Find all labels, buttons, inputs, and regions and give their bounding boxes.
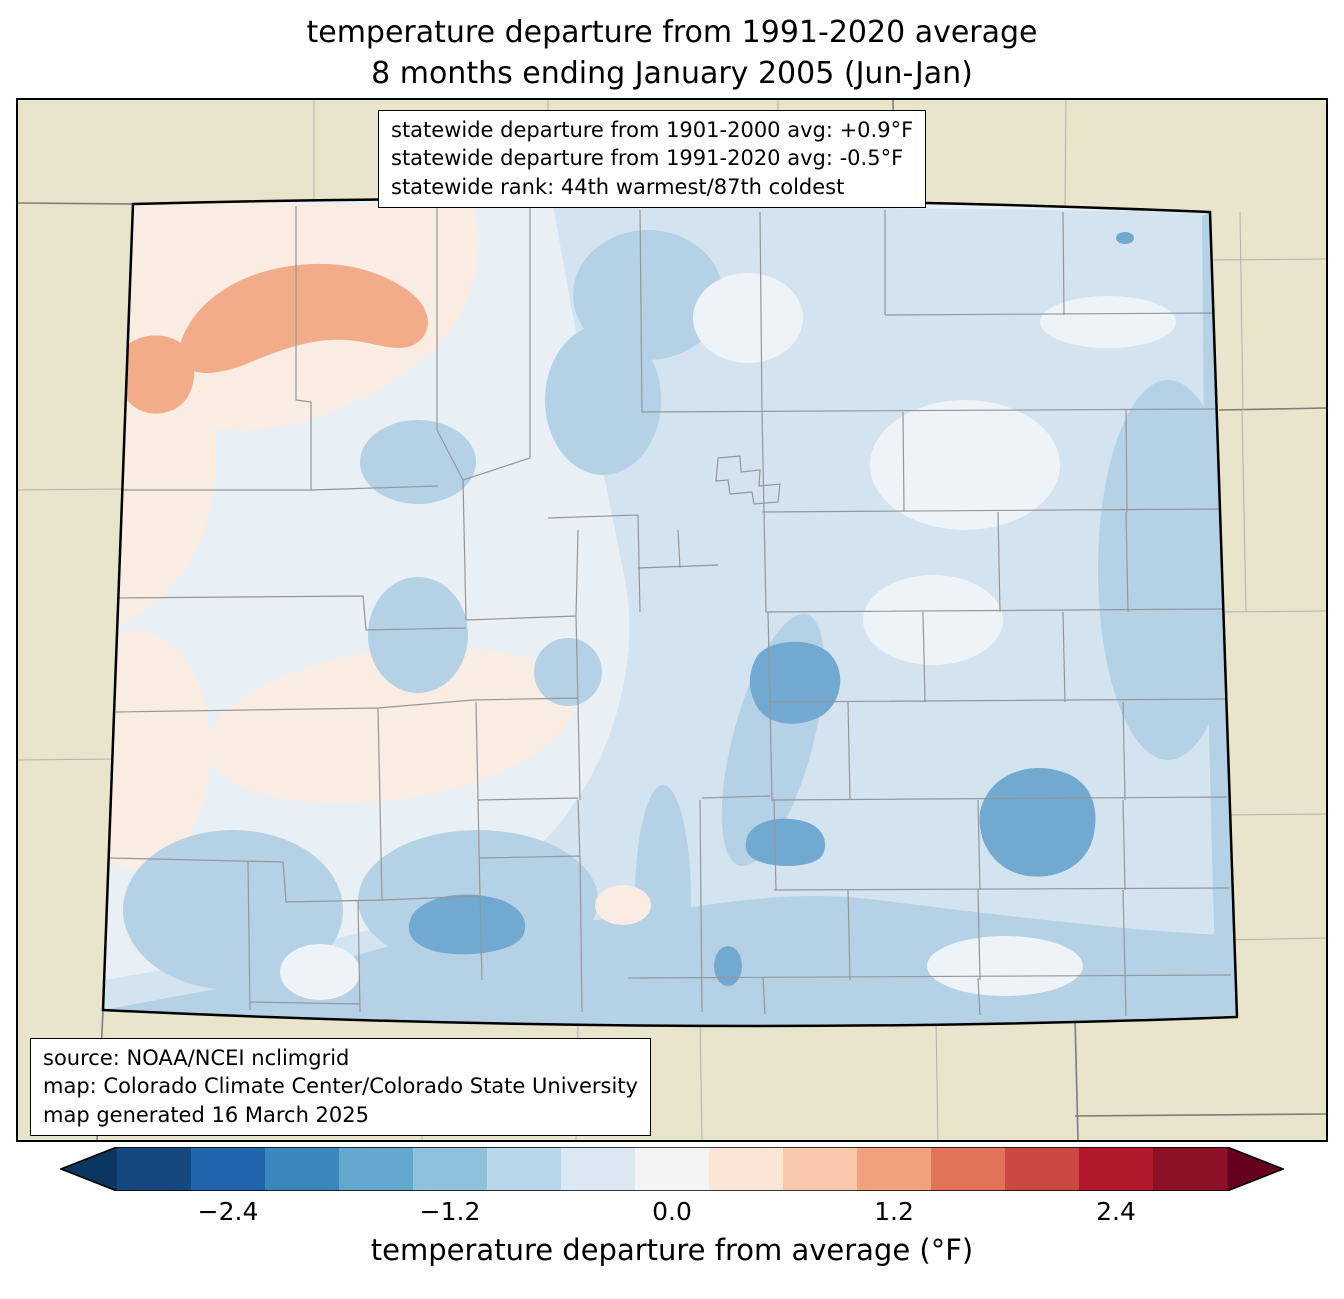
temperature-region-dark-blue <box>408 894 526 955</box>
temperature-region-pink <box>103 630 211 870</box>
colorbar-segment <box>709 1147 784 1191</box>
temperature-region-dark-blue <box>1116 232 1134 244</box>
temperature-region-medium-blue <box>534 638 602 706</box>
stats-line-1: statewide departure from 1901-2000 avg: … <box>391 118 914 142</box>
colorado-map <box>18 100 1326 1140</box>
colorbar-tick-label: −2.4 <box>197 1197 259 1226</box>
colorbar-segment <box>1005 1147 1080 1191</box>
temperature-region-pink <box>206 646 574 804</box>
temperature-region-white <box>280 944 360 1000</box>
map-panel: statewide departure from 1901-2000 avg: … <box>16 98 1328 1142</box>
temperature-region-dark-blue <box>749 641 841 724</box>
stats-line-3: statewide rank: 44th warmest/87th coldes… <box>391 174 845 199</box>
temperature-region-medium-blue <box>545 325 661 475</box>
colorbar-axis-label: temperature departure from average (°F) <box>370 1233 974 1267</box>
source-line-3: map generated 16 March 2025 <box>43 1102 370 1127</box>
county-lines <box>109 206 1232 1017</box>
colorbar-segment <box>1153 1147 1228 1191</box>
colorbar-segment <box>191 1147 266 1191</box>
temperature-region-white <box>693 273 803 363</box>
colorbar-segment <box>857 1147 932 1191</box>
colorbar-segment <box>931 1147 1006 1191</box>
stats-line-2: statewide departure from 1991-2020 avg: … <box>391 146 904 171</box>
colorbar-tick-label: 0.0 <box>652 1197 692 1226</box>
title-line-1: temperature departure from 1991-2020 ave… <box>306 15 1038 50</box>
temperature-region-salmon <box>118 335 195 414</box>
temperature-region-white <box>1040 296 1176 348</box>
temperature-region-medium-blue <box>1098 380 1237 760</box>
colorbar-segment <box>487 1147 562 1191</box>
colorbar-segment <box>265 1147 340 1191</box>
colorbar-segment <box>413 1147 488 1191</box>
colorbar-tick-label: −1.2 <box>419 1197 481 1226</box>
temperature-region-salmon <box>178 263 428 373</box>
figure-title: temperature departure from 1991-2020 ave… <box>0 12 1344 95</box>
temperature-region-medium-blue <box>635 785 691 1015</box>
colorbar-segment <box>561 1147 636 1191</box>
temperature-region-dark-blue <box>745 818 826 866</box>
colorbar-outline <box>60 1147 1284 1191</box>
colorbar-segment <box>783 1147 858 1191</box>
temperature-region-white <box>927 936 1083 996</box>
colorbar-left-arrow <box>61 1147 117 1191</box>
temperature-region-dark-blue <box>979 767 1096 877</box>
source-attribution-box: source: NOAA/NCEI nclimgrid map: Colorad… <box>30 1038 651 1137</box>
colorbar: −2.4 −1.2 0.0 1.2 2.4 temperature departure … <box>60 1147 1284 1267</box>
colorbar-segment <box>635 1147 710 1191</box>
source-line-2: map: Colorado Climate Center/Colorado St… <box>43 1074 638 1099</box>
colorbar-segment <box>1079 1147 1154 1191</box>
temperature-region-medium-blue <box>123 830 343 990</box>
temperature-region-medium-blue <box>360 420 476 504</box>
colorbar-ticks: −2.4 −1.2 0.0 1.2 2.4 <box>60 1191 1284 1229</box>
source-line-1: source: NOAA/NCEI nclimgrid <box>43 1046 350 1070</box>
temperature-region-pink <box>595 885 651 925</box>
colorbar-tick-label: 2.4 <box>1096 1197 1136 1226</box>
colorbar-svg <box>60 1147 1284 1191</box>
temperature-region-white <box>870 400 1060 530</box>
state-fill-layers <box>103 198 1237 1027</box>
title-line-2: 8 months ending January 2005 (Jun-Jan) <box>371 56 973 92</box>
temperature-region-dark-blue <box>714 946 742 986</box>
temperature-region-white <box>863 575 1003 665</box>
temperature-region-medium-blue <box>368 577 468 693</box>
colorbar-right-arrow <box>1227 1147 1283 1191</box>
statewide-stats-box: statewide departure from 1901-2000 avg: … <box>378 110 927 209</box>
colorbar-tick-label: 1.2 <box>874 1197 914 1226</box>
colorbar-segment <box>339 1147 414 1191</box>
colorbar-segment <box>117 1147 192 1191</box>
